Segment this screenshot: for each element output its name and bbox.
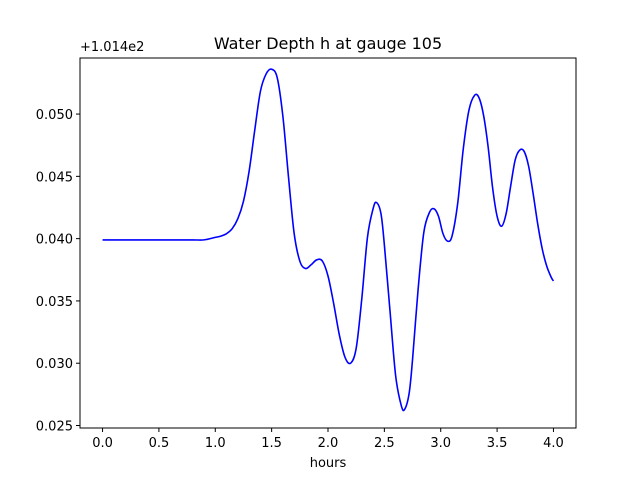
x-tick-label: 1.0 (205, 436, 226, 451)
y-tick-label: 0.035 (36, 295, 73, 310)
y-tick-label: 0.025 (36, 420, 73, 435)
series-line (102, 68, 555, 412)
x-tick-label: 0.5 (149, 436, 170, 451)
x-tick-label: 3.5 (487, 436, 508, 451)
chart-title: Water Depth h at gauge 105 (214, 34, 442, 53)
y-tick-label: 0.030 (36, 357, 73, 372)
x-tick-label: 2.0 (318, 436, 339, 451)
x-axis-label: hours (310, 456, 347, 471)
plot-area (102, 68, 555, 412)
y-tick-label: 0.040 (36, 233, 73, 248)
x-tick-label: 2.5 (374, 436, 395, 451)
x-tick-label: 4.0 (543, 436, 564, 451)
x-tick-label: 3.0 (430, 436, 451, 451)
x-tick-label: 0.0 (92, 436, 113, 451)
y-axis: 0.025 0.030 0.035 0.040 0.045 0.050 (36, 108, 80, 435)
y-offset-label: +1.014e2 (80, 40, 144, 55)
x-tick-label: 1.5 (261, 436, 282, 451)
y-tick-label: 0.045 (36, 170, 73, 185)
y-tick-label: 0.050 (36, 108, 73, 123)
x-axis: 0.0 0.5 1.0 1.5 2.0 2.5 3.0 3.5 4.0 (92, 428, 564, 451)
